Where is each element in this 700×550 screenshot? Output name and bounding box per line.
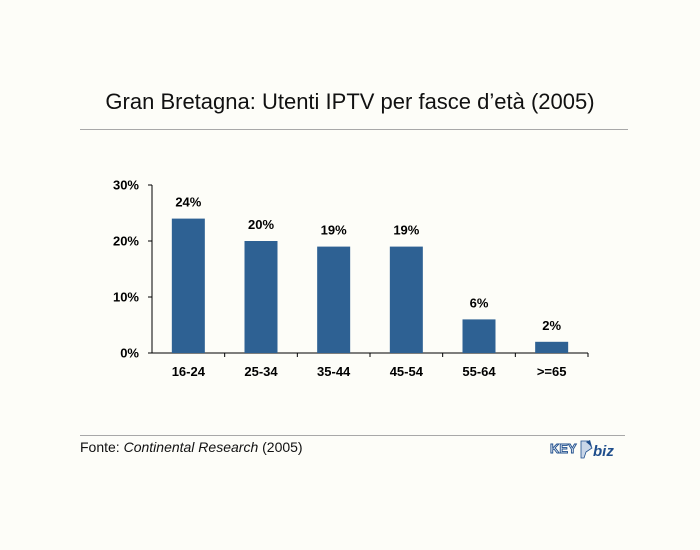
x-tick-label: 55-64 bbox=[462, 364, 496, 379]
x-tick-label: 16-24 bbox=[172, 364, 206, 379]
source-suffix: (2005) bbox=[258, 439, 303, 455]
logo-biz-text: biz bbox=[593, 443, 614, 460]
source-note: Fonte: Continental Research (2005) bbox=[80, 439, 303, 455]
bar bbox=[389, 246, 423, 353]
y-tick-label: 10% bbox=[113, 290, 139, 305]
source-prefix: Fonte: bbox=[80, 439, 124, 455]
data-label: 20% bbox=[248, 217, 274, 232]
y-tick-label: 0% bbox=[120, 346, 139, 361]
x-tick-label: >=65 bbox=[537, 364, 567, 379]
data-label: 19% bbox=[393, 223, 419, 238]
source-name: Continental Research bbox=[123, 439, 259, 455]
bar bbox=[244, 241, 278, 353]
data-label: 2% bbox=[542, 318, 561, 333]
title-divider bbox=[80, 129, 628, 130]
x-tick-label: 25-34 bbox=[244, 364, 278, 379]
x-tick-label: 35-44 bbox=[317, 364, 351, 379]
data-label: 6% bbox=[470, 295, 489, 310]
y-tick-label: 20% bbox=[113, 234, 139, 249]
bar bbox=[317, 246, 351, 353]
chart-title: Gran Bretagna: Utenti IPTV per fasce d’e… bbox=[105, 89, 595, 114]
bar bbox=[535, 341, 569, 353]
bar-chart: 0% 10% 20% 30% 24% 16-24 20% 25-34 19% 35-44 19% 45… bbox=[113, 178, 589, 379]
logo-four-mark bbox=[580, 440, 593, 459]
logo-key-text: KEY bbox=[550, 441, 577, 456]
x-tick-label: 45-54 bbox=[390, 364, 424, 379]
bar bbox=[171, 218, 205, 353]
key4biz-logo: KEY biz bbox=[550, 440, 614, 460]
footer-divider bbox=[80, 435, 625, 436]
bar bbox=[462, 319, 496, 353]
data-label: 19% bbox=[321, 223, 347, 238]
data-label: 24% bbox=[175, 195, 201, 210]
y-tick-label: 30% bbox=[113, 178, 139, 193]
